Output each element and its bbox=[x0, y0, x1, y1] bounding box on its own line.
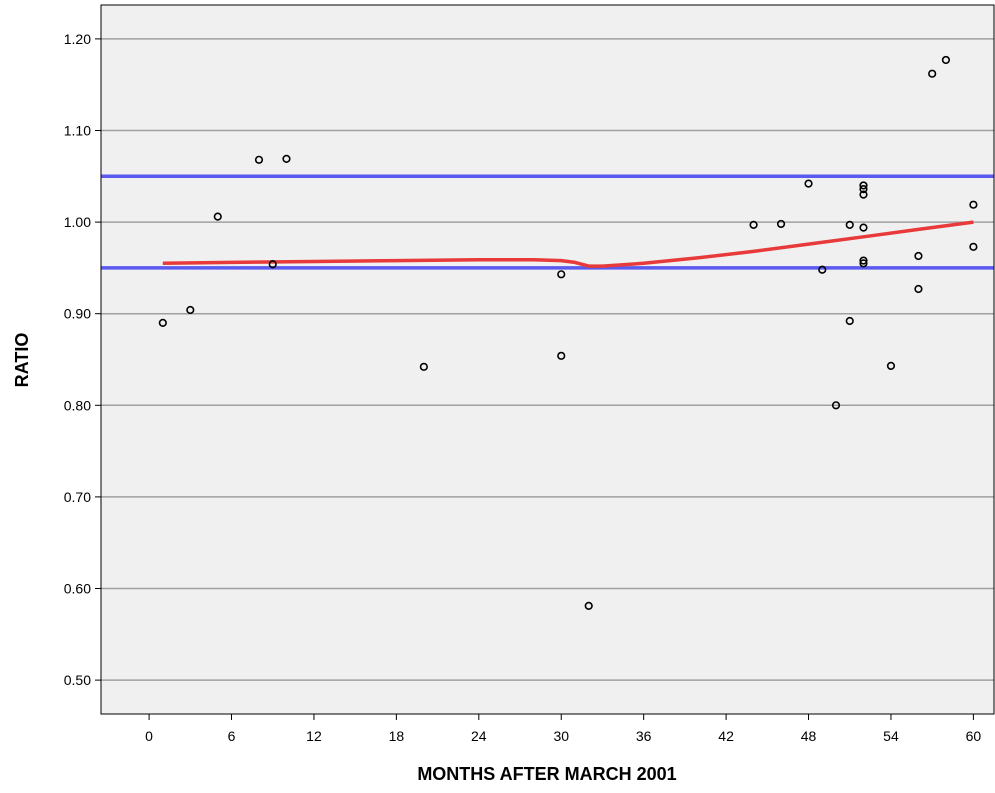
y-tick-label: 0.60 bbox=[64, 581, 91, 597]
y-tick-label: 0.80 bbox=[64, 397, 91, 413]
scatter-point bbox=[845, 220, 854, 229]
x-tick-label: 42 bbox=[718, 728, 734, 744]
scatter-point bbox=[859, 185, 868, 194]
scatter-point bbox=[158, 318, 167, 327]
x-tick-label: 60 bbox=[966, 728, 982, 744]
x-axis-title: MONTHS AFTER MARCH 2001 bbox=[417, 764, 676, 784]
scatter-point bbox=[969, 200, 978, 209]
x-tick-label: 0 bbox=[145, 728, 153, 744]
x-tick-label: 30 bbox=[553, 728, 569, 744]
y-tick-label: 0.50 bbox=[64, 672, 91, 688]
scatter-point bbox=[969, 242, 978, 251]
scatter-point bbox=[886, 361, 896, 371]
x-tick-label: 36 bbox=[636, 728, 652, 744]
scatter-point bbox=[818, 265, 827, 274]
scatter-point bbox=[831, 401, 841, 410]
x-tick-label: 18 bbox=[389, 728, 405, 744]
scatter-point bbox=[845, 316, 854, 326]
scatter-point bbox=[804, 179, 813, 188]
scatter-point bbox=[419, 362, 428, 371]
scatter-point bbox=[584, 601, 593, 611]
scatter-point bbox=[268, 260, 277, 269]
scatter-point bbox=[928, 69, 937, 78]
scatter-point bbox=[859, 256, 868, 265]
trend-line bbox=[162, 220, 974, 268]
scatter-point bbox=[914, 284, 923, 294]
scatter-point bbox=[254, 155, 264, 164]
scatter-point bbox=[941, 55, 951, 65]
trend-line-group bbox=[162, 220, 974, 268]
scatter-point bbox=[859, 259, 868, 268]
scatter-point bbox=[749, 220, 758, 229]
y-tick-label: 0.90 bbox=[64, 306, 91, 322]
reference-lines bbox=[101, 174, 994, 270]
scatter-point bbox=[914, 251, 923, 261]
y-axis-title: RATIO bbox=[12, 333, 32, 388]
scatter-point bbox=[776, 219, 786, 229]
scatter-point bbox=[213, 212, 222, 221]
y-tick-label: 1.10 bbox=[64, 122, 91, 138]
x-tick-label: 24 bbox=[471, 728, 487, 744]
y-tick-label: 1.20 bbox=[64, 31, 91, 47]
x-tick-label: 54 bbox=[883, 728, 899, 744]
y-tick-label: 1.00 bbox=[64, 214, 91, 230]
plot-border bbox=[100, 4, 995, 715]
scatter-point bbox=[186, 305, 195, 315]
scatter-points bbox=[158, 55, 978, 611]
x-tick-label: 12 bbox=[306, 728, 322, 744]
x-tick-label: 6 bbox=[228, 728, 236, 744]
scatter-point bbox=[859, 190, 868, 199]
y-axis-ticks: 0.50 0.60 0.70 0.80 0.90 1.00 1.10 1.20 bbox=[64, 31, 101, 688]
gridlines bbox=[101, 38, 994, 681]
scatter-point bbox=[282, 154, 291, 163]
plot-area bbox=[101, 5, 994, 714]
y-tick-label: 0.70 bbox=[64, 489, 91, 505]
x-axis-ticks: 0 6 12 18 24 30 36 42 48 54 60 bbox=[145, 714, 981, 744]
scatter-point bbox=[557, 351, 566, 360]
scatter-point bbox=[859, 181, 868, 190]
scatter-point bbox=[859, 223, 868, 232]
scatter-point bbox=[557, 270, 566, 279]
x-tick-label: 48 bbox=[801, 728, 817, 744]
